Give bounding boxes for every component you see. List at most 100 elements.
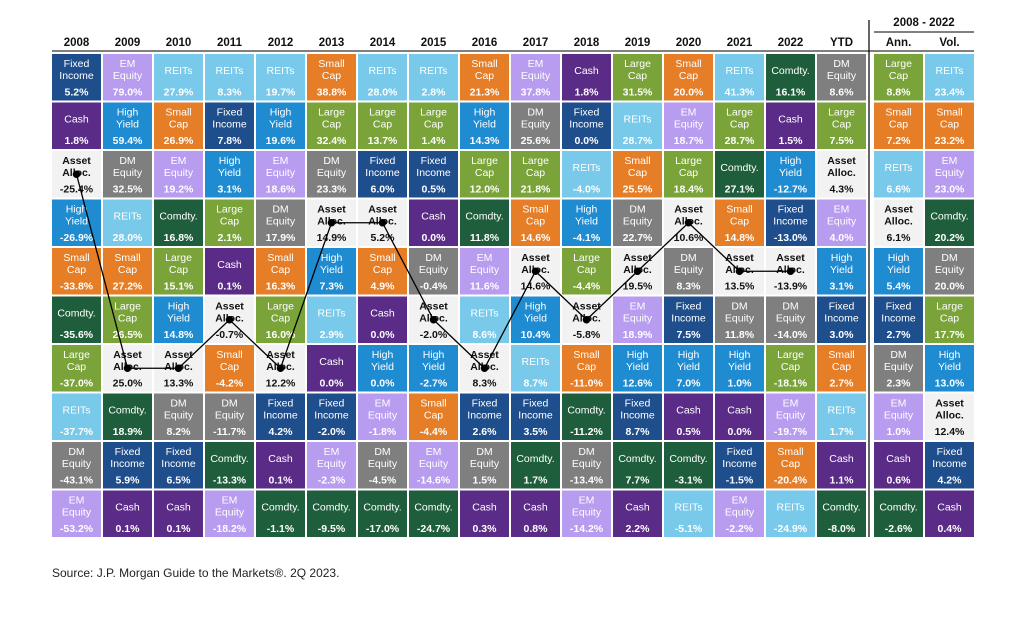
cell-asset-label: Fixed [268, 398, 294, 410]
cell-background [715, 393, 764, 440]
cell-asset-label: Comdty. [720, 162, 758, 174]
cell-background [766, 442, 815, 489]
cell-background [409, 54, 458, 101]
cell-background [715, 199, 764, 246]
cell-background [613, 490, 662, 537]
cell-asset-label: EM [477, 252, 493, 264]
cell-background [664, 490, 713, 537]
cell-asset-label: Small [318, 58, 344, 70]
cell-asset-label: Comdty. [312, 502, 350, 514]
cell-background [715, 54, 764, 101]
cell-return-value: 0.4% [938, 523, 963, 535]
cell-asset-label: Fixed [370, 155, 396, 167]
cell-asset-label: Fixed [937, 446, 963, 458]
quilt-cell: Cash 0.8% [511, 490, 560, 537]
cell-background [613, 296, 662, 343]
cell-asset-label: Equity [572, 507, 602, 519]
cell-asset-label: Equity [317, 167, 347, 179]
cell-asset-label: EM [891, 398, 907, 410]
cell-asset-label: Large [777, 349, 804, 361]
cell-asset-label: DM [272, 204, 288, 216]
cell-return-value: 0.0% [320, 378, 345, 390]
cell-background [817, 296, 866, 343]
cell-return-value: 15.1% [164, 281, 194, 293]
cell-background [52, 102, 101, 149]
quilt-cell: REITs 28.0% [103, 199, 152, 246]
quilt-cell: Comdty. -24.7% [409, 490, 458, 537]
cell-asset-label: Cash [778, 114, 803, 126]
cell-return-value: -2.7% [420, 378, 448, 390]
quilt-cell: Comdty. 7.7% [613, 442, 662, 489]
cell-asset-label: Comdty. [669, 453, 707, 465]
cell-asset-label: High [321, 252, 343, 264]
cell-asset-label: Asset [62, 155, 91, 167]
cell-background [817, 102, 866, 149]
cell-asset-label: Small [216, 349, 242, 361]
quilt-cell: Cash 0.1% [103, 490, 152, 537]
cell-background [307, 345, 356, 392]
cell-return-value: 0.1% [269, 475, 294, 487]
cell-return-value: 8.6% [830, 87, 855, 99]
cell-background [52, 296, 101, 343]
cell-return-value: -2.2% [726, 523, 754, 535]
cell-return-value: -14.0% [774, 329, 808, 341]
cell-asset-label: Cap [271, 313, 290, 325]
cell-asset-label: Equity [113, 167, 143, 179]
cell-asset-label: Cap [628, 70, 647, 82]
cell-background [925, 490, 974, 537]
cell-return-value: -33.8% [60, 281, 94, 293]
cell-asset-label: DM [890, 349, 906, 361]
cell-return-value: 7.3% [320, 281, 345, 293]
quilt-cell: REITs 6.6% [874, 151, 923, 198]
cell-return-value: -26.9% [60, 232, 94, 244]
cell-return-value: 32.4% [317, 135, 347, 147]
cell-asset-label: Cap [169, 264, 188, 276]
cell-asset-label: EM [222, 495, 238, 507]
cell-background [205, 345, 254, 392]
cell-background [103, 199, 152, 246]
cell-asset-label: Cap [730, 216, 749, 228]
cell-return-value: 5.9% [116, 475, 141, 487]
cell-asset-label: Small [369, 252, 395, 264]
asset-alloc-point [633, 267, 642, 276]
cell-asset-label: Cap [424, 410, 443, 422]
cell-background [817, 199, 866, 246]
cell-asset-label: Large [471, 155, 498, 167]
cell-background [205, 54, 254, 101]
cell-asset-label: Yield [218, 167, 241, 179]
cell-asset-label: Income [467, 410, 502, 422]
cell-asset-label: Income [722, 458, 757, 470]
cell-background [664, 151, 713, 198]
cell-asset-label: Small [936, 107, 962, 119]
cell-asset-label: Comdty. [516, 453, 554, 465]
cell-return-value: 19.7% [266, 87, 296, 99]
cell-asset-label: EM [579, 495, 595, 507]
cell-asset-label: Cash [829, 453, 854, 465]
cell-asset-label: Equity [164, 167, 194, 179]
cell-return-value: -3.1% [675, 475, 703, 487]
asset-alloc-point [276, 364, 285, 373]
cell-asset-label: DM [425, 252, 441, 264]
asset-class-returns-quilt-chart: 2008 - 2022 2008 2009 2010 2011 2012 2013 2014 2… [52, 17, 974, 537]
cell-return-value: 5.2% [65, 87, 90, 99]
cell-return-value: 14.6% [521, 232, 551, 244]
cell-asset-label: Cap [526, 167, 545, 179]
column-header: Ann. [886, 37, 912, 49]
cell-return-value: 8.8% [887, 87, 912, 99]
